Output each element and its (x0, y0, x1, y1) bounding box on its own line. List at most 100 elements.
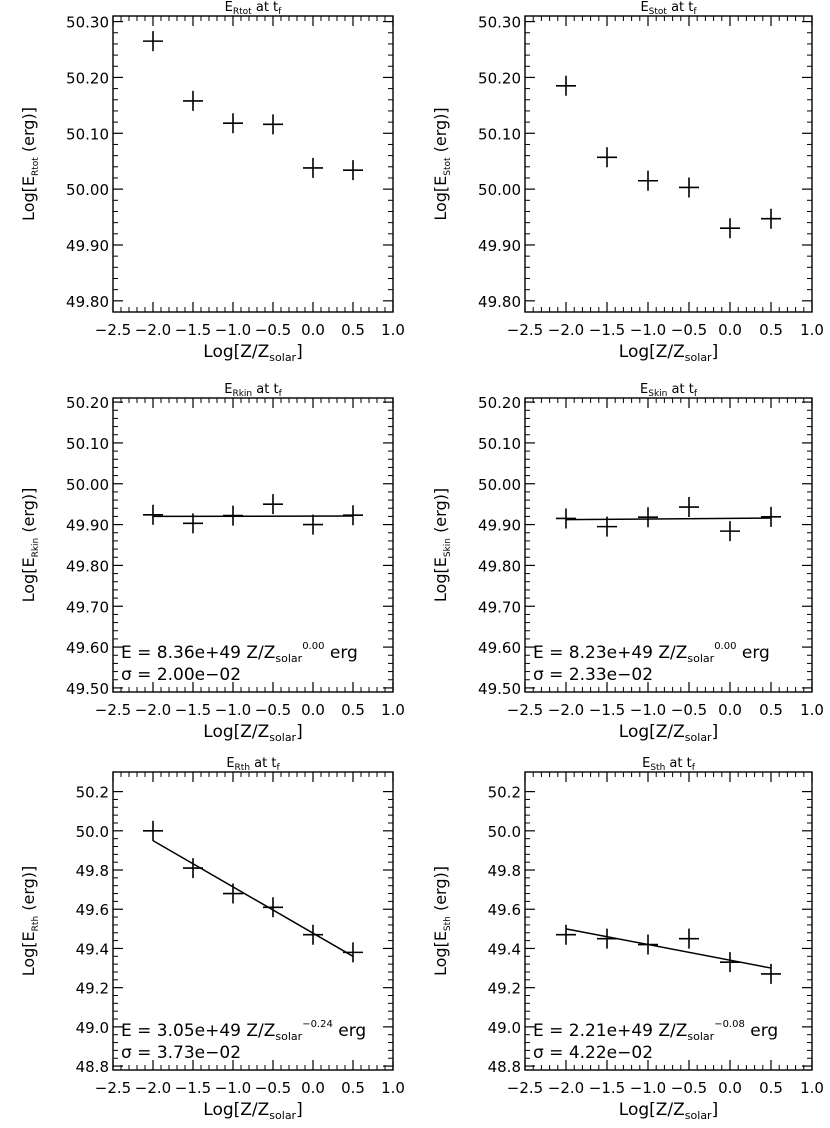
x-axis-label: Log[Z/Zsolar] (203, 342, 302, 364)
title-main: E (225, 0, 233, 15)
data-point (556, 508, 576, 529)
panel-3: −2.5 −2.0 −1.5 −1.0 −0.5 0.0 0.5 1.0 49.50 49.60 4… (19, 382, 405, 744)
y-tick-label: 50.10 (66, 435, 109, 453)
x-tick-label: −0.5 (671, 701, 707, 719)
equation-subscript: solar (687, 652, 714, 665)
y-tick-label: 49.8 (76, 862, 109, 880)
x-tick-label: −2.5 (95, 1079, 131, 1097)
y-axis-label: Log[EStot (erg)] (431, 107, 453, 220)
y-tick-label: 50.2 (488, 784, 521, 802)
fit-line (565, 928, 772, 969)
x-tick-label: 0.0 (718, 1079, 742, 1097)
data-point (183, 90, 203, 111)
data-point (223, 505, 243, 526)
equation-subscript: solar (275, 652, 302, 665)
xlabel-end: ] (712, 342, 719, 362)
x-tick-label: −1.5 (589, 321, 625, 339)
chart-title: ERtot at tf (225, 0, 282, 17)
ylabel-main: Log[E (431, 557, 450, 602)
equation-unit: erg (736, 643, 769, 663)
data-point (223, 113, 243, 134)
y-tick-label: 49.90 (66, 237, 109, 255)
equation-exponent: −0.24 (302, 1019, 333, 1030)
xlabel-subscript: solar (269, 731, 296, 744)
xlabel-main: Log[Z/Z (619, 1100, 685, 1120)
y-tick-label: 49.90 (478, 517, 521, 535)
x-axis-label: Log[Z/Zsolar] (203, 1100, 302, 1122)
data-point (720, 521, 740, 542)
data-point (720, 218, 740, 239)
y-tick-label: 49.60 (478, 639, 521, 657)
fit-equation: E = 8.23e+49 Z/Zsolar0.00 erg (533, 641, 770, 665)
x-tick-label: −0.5 (255, 321, 291, 339)
x-tick-label: −2.5 (95, 701, 131, 719)
xlabel-main: Log[Z/Z (619, 342, 685, 362)
data-point (761, 208, 781, 229)
data-point (638, 934, 658, 955)
y-tick-label: 49.80 (66, 293, 109, 311)
ylabel-subscript: Rtot (31, 157, 41, 176)
data-point (638, 170, 658, 191)
xlabel-subscript: solar (269, 351, 296, 364)
ylabel-end: (erg)] (431, 488, 450, 538)
x-tick-label: −1.0 (630, 321, 666, 339)
y-axis-label: Log[ESth (erg)] (431, 866, 453, 976)
x-tick-label: −1.5 (589, 1079, 625, 1097)
fit-line (152, 839, 354, 957)
data-point (679, 497, 699, 518)
equation-exponent: −0.08 (714, 1019, 745, 1030)
data-point (597, 928, 617, 949)
data-point (761, 963, 781, 984)
ylabel-end: (erg)] (431, 107, 450, 157)
y-tick-label: 50.00 (478, 476, 521, 494)
panel-6: −2.5 −2.0 −1.5 −1.0 −0.5 0.0 0.5 1.0 48.8 49.0 49.… (431, 756, 824, 1122)
y-tick-label: 49.90 (66, 517, 109, 535)
y-tick-label: 50.20 (66, 69, 109, 87)
equation-exponent: 0.00 (302, 641, 324, 652)
title-rest: at t (665, 756, 691, 771)
x-tick-label: −2.5 (507, 321, 543, 339)
x-tick-label: 0.5 (759, 701, 783, 719)
y-tick-label: 50.00 (66, 181, 109, 199)
x-tick-label: 0.5 (759, 321, 783, 339)
x-tick-label: 1.0 (800, 321, 824, 339)
plot-frame (524, 397, 813, 693)
data-point (143, 820, 163, 841)
title-main: E (224, 382, 232, 397)
ylabel-end: (erg)] (19, 107, 38, 157)
y-tick-label: 49.4 (488, 940, 521, 958)
xlabel-end: ] (296, 1100, 303, 1120)
title-subscript: Rtot (233, 7, 252, 17)
x-tick-label: 0.0 (301, 701, 325, 719)
x-tick-label: −0.5 (255, 1079, 291, 1097)
fit-sigma: σ = 4.22e−02 (533, 1043, 653, 1063)
fit-sigma: σ = 3.73e−02 (121, 1043, 241, 1063)
x-tick-label: −2.0 (548, 1079, 584, 1097)
xlabel-end: ] (296, 722, 303, 742)
y-tick-label: 49.50 (478, 680, 521, 698)
y-tick-label: 50.00 (478, 181, 521, 199)
chart-title: ERkin at tf (224, 382, 282, 399)
data-point (143, 504, 163, 525)
data-point (597, 147, 617, 168)
data-point (263, 114, 283, 135)
y-axis-label: Log[ESkin (erg)] (431, 488, 453, 602)
y-tick-label: 48.8 (488, 1058, 521, 1076)
y-tick-label: 49.80 (66, 557, 109, 575)
x-tick-label: 0.5 (341, 321, 365, 339)
plot-frame (112, 15, 394, 313)
data-point (638, 507, 658, 528)
title-rest-subscript: f (693, 7, 697, 17)
y-tick-label: 50.30 (66, 14, 109, 32)
x-tick-label: 0.0 (301, 1079, 325, 1097)
x-tick-label: −2.5 (507, 701, 543, 719)
fit-equation: E = 3.05e+49 Z/Zsolar−0.24 erg (121, 1019, 366, 1043)
y-tick-label: 49.4 (76, 940, 109, 958)
x-tick-label: 0.0 (301, 321, 325, 339)
xlabel-subscript: solar (685, 731, 712, 744)
panel-2: −2.5 −2.0 −1.5 −1.0 −0.5 0.0 0.5 1.0 49.80 49.90 5… (431, 0, 824, 364)
title-main: E (642, 756, 650, 771)
x-tick-label: 0.0 (718, 701, 742, 719)
x-tick-label: 0.5 (759, 1079, 783, 1097)
